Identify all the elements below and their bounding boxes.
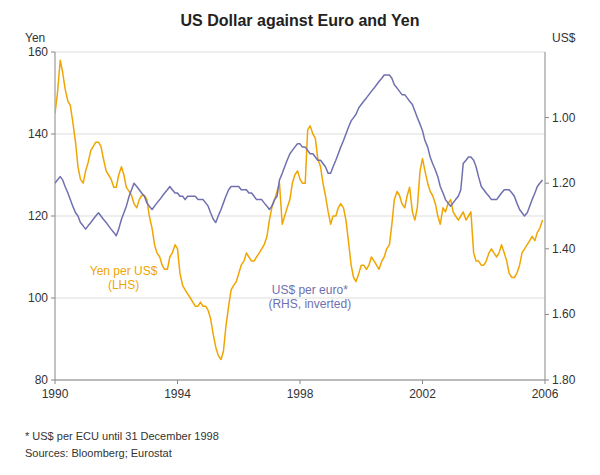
x-axis-line: [55, 380, 545, 381]
y-tick-label: 100: [28, 291, 48, 305]
y2-tick-label: 1.20: [552, 176, 576, 190]
grid-line: [55, 52, 545, 53]
y-axis-line: [55, 52, 56, 380]
y2-axis-label: US$: [552, 31, 576, 45]
y2-tick-label: 1.60: [552, 307, 576, 321]
x-tick-label: 1990: [42, 387, 69, 401]
x-tick: [177, 380, 178, 384]
y2-tick: [545, 183, 549, 184]
series-label: US$ per euro*(RHS, inverted): [268, 283, 351, 311]
y2-tick: [545, 314, 549, 315]
series-label-line: US$ per euro*: [272, 283, 348, 297]
series-label-line: (LHS): [108, 278, 139, 292]
plot-area: [55, 60, 543, 359]
y2-axis-line: [545, 52, 546, 380]
y-tick: [51, 380, 55, 381]
series-label-line: (RHS, inverted): [268, 297, 351, 311]
series-label-line: Yen per US$: [90, 264, 158, 278]
y2-tick: [545, 248, 549, 249]
grid-line: [55, 380, 545, 381]
grid-line: [55, 134, 545, 135]
series-label: Yen per US$(LHS): [90, 264, 158, 292]
title: US Dollar against Euro and Yen: [181, 12, 420, 29]
footnote: * US$ per ECU until 31 December 1998: [25, 430, 219, 442]
y-tick: [51, 134, 55, 135]
x-tick: [300, 380, 301, 384]
y2-tick: [545, 380, 549, 381]
axes: 80 100 120 140 160 1.00 1.20 1.40 1.60 1.80 1990 19…: [28, 45, 576, 401]
series-line: [55, 60, 543, 359]
y-tick: [51, 216, 55, 217]
y2-tick-label: 1.80: [552, 373, 576, 387]
y-tick-label: 140: [28, 127, 48, 141]
y2-tick-label: 1.40: [552, 242, 576, 256]
y2-tick-label: 1.00: [552, 111, 576, 125]
x-tick-label: 2006: [532, 387, 559, 401]
series-line: [55, 75, 543, 236]
y-tick: [51, 298, 55, 299]
x-tick: [422, 380, 423, 384]
x-tick-label: 2002: [409, 387, 436, 401]
x-tick: [545, 380, 546, 384]
y-tick: [51, 52, 55, 53]
chart: 80 100 120 140 160 1.00 1.20 1.40 1.60 1.80 1990 19…: [0, 0, 600, 475]
footnote: Sources: Bloomberg; Eurostat: [25, 447, 172, 459]
y-tick-label: 120: [28, 209, 48, 223]
x-tick: [55, 380, 56, 384]
y-tick-label: 80: [35, 373, 49, 387]
y-tick-label: 160: [28, 45, 48, 59]
y2-tick: [545, 117, 549, 118]
y-axis-label: Yen: [25, 31, 45, 45]
x-tick-label: 1994: [164, 387, 191, 401]
x-tick-label: 1998: [287, 387, 314, 401]
